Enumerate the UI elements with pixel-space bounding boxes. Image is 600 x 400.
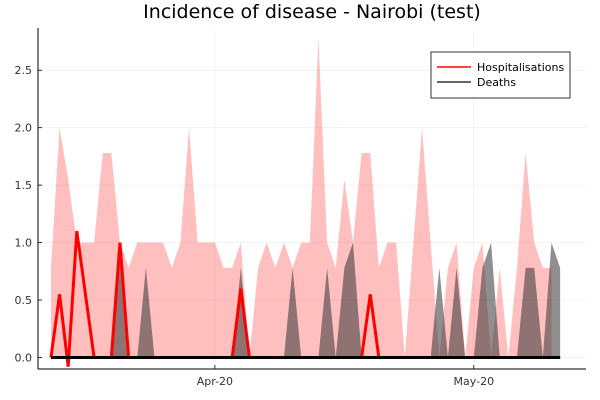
y-tick-label-1: 0.5: [15, 294, 33, 307]
y-tick-label-2: 1.0: [15, 237, 33, 250]
legend: Hospitalisations Deaths: [430, 51, 571, 99]
confidence-bands: [50, 38, 561, 358]
tick-labels: 0.0 0.5 1.0 1.5 2.0 2.5 Apr-20 May-20: [15, 64, 495, 388]
x-tick-label-1: May-20: [454, 375, 495, 388]
y-tick-label-0: 0.0: [15, 352, 33, 365]
y-tick-label-3: 1.5: [15, 179, 33, 192]
y-tick-label-4: 2.0: [15, 122, 33, 135]
series-lines: [49, 230, 561, 367]
grid: [38, 30, 586, 369]
x-tick-label-0: Apr-20: [197, 375, 233, 388]
hospitalisations-band: [50, 38, 552, 358]
chart-title: Incidence of disease - Nairobi (test): [143, 1, 481, 23]
deaths-band: [50, 242, 561, 358]
y-tick-label-5: 2.5: [15, 64, 33, 77]
legend-box: [430, 51, 571, 99]
legend-label-hospitalisations: Hospitalisations: [477, 61, 564, 74]
axes: [37, 28, 586, 370]
legend-label-deaths: Deaths: [477, 76, 516, 89]
